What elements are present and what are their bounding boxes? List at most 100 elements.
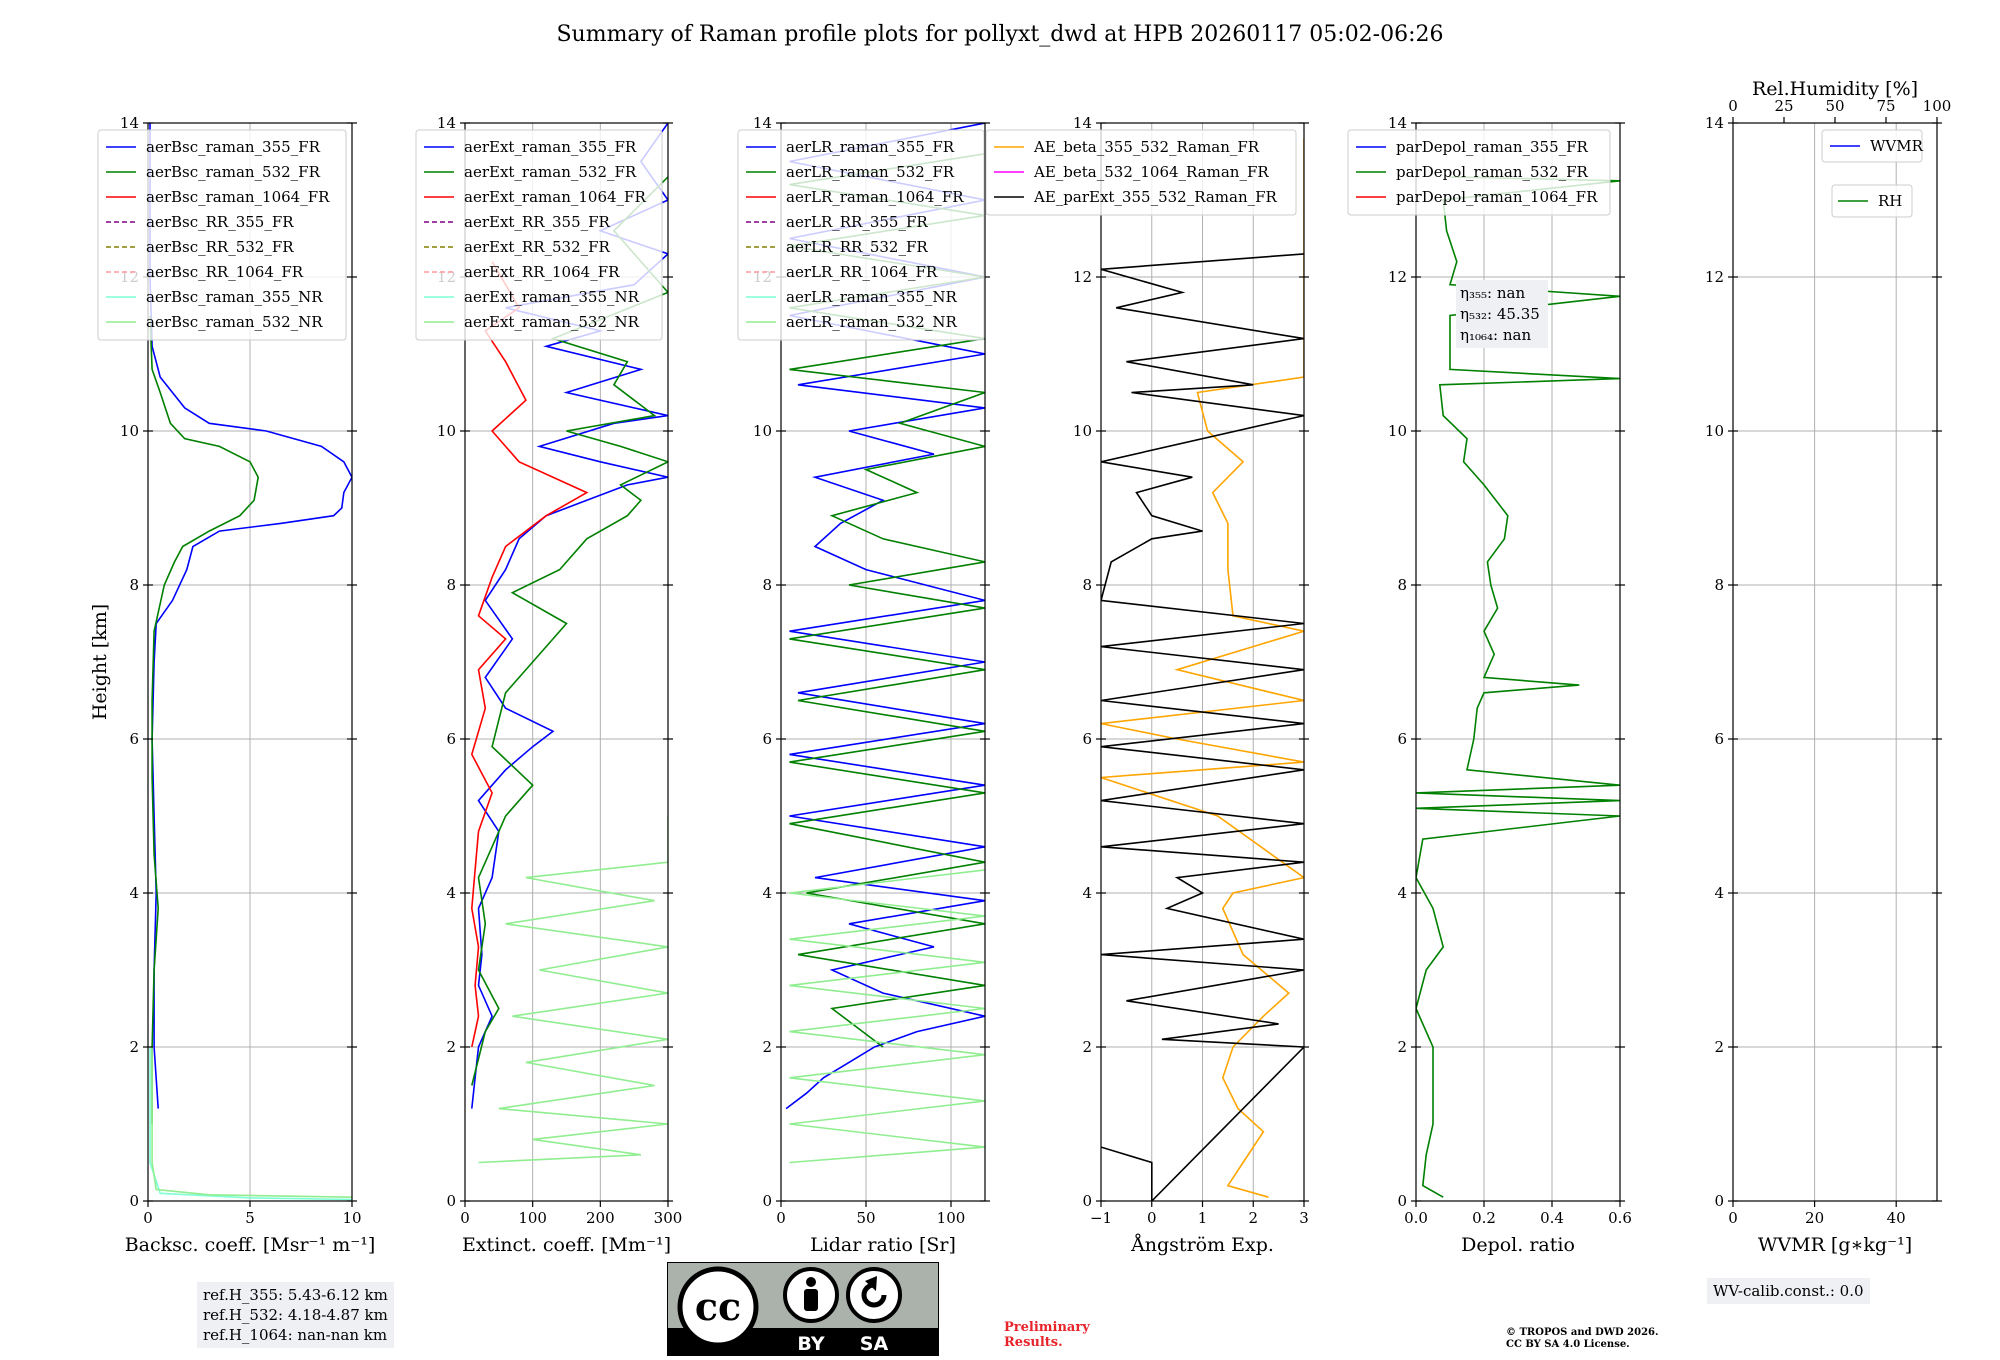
y-tick-label: 2 bbox=[1397, 1038, 1407, 1056]
legend-label: parDepol_raman_1064_FR bbox=[1396, 188, 1598, 206]
refh-532-text: ref.H_532: 4.18-4.87 km bbox=[203, 1306, 388, 1324]
y-tick-label: 14 bbox=[753, 114, 772, 132]
y-tick-label: 10 bbox=[1073, 422, 1092, 440]
y-tick-label: 6 bbox=[1714, 730, 1724, 748]
x-tick-label: 0 bbox=[460, 1209, 470, 1227]
y-tick-label: 8 bbox=[1082, 576, 1092, 594]
y-axis-label: Height [km] bbox=[89, 604, 111, 720]
cc-text: cc bbox=[695, 1284, 741, 1329]
y-tick-label: 10 bbox=[753, 422, 772, 440]
top-x-tick-label: 0 bbox=[1728, 97, 1738, 115]
legend-label: aerLR_RR_1064_FR bbox=[786, 263, 938, 281]
legend-label: aerLR_raman_532_FR bbox=[786, 163, 955, 181]
y-tick-label: 8 bbox=[1714, 576, 1724, 594]
legend-box bbox=[985, 129, 1297, 216]
copyright-line-1: © TROPOS and DWD 2026. bbox=[1506, 1327, 1659, 1338]
copyright-note: © TROPOS and DWD 2026. CC BY SA 4.0 Lice… bbox=[1506, 1327, 1658, 1351]
legend-label: AE_beta_355_532_Raman_FR bbox=[1033, 138, 1260, 156]
legend-label: parDepol_raman_532_FR bbox=[1396, 163, 1589, 181]
y-tick-label: 0 bbox=[1397, 1192, 1407, 1210]
copyright-line-2: CC BY SA 4.0 License. bbox=[1506, 1339, 1630, 1350]
legend-depolarization: parDepol_raman_355_FR parDepol_raman_532_… bbox=[1347, 129, 1611, 216]
series-aerExt_raman_532_NR bbox=[478, 816, 668, 1164]
x-tick-label: 100 bbox=[937, 1209, 966, 1227]
series-aerExt_raman_1064_FR bbox=[470, 261, 589, 1048]
y-tick-label: 10 bbox=[1388, 422, 1407, 440]
by-text: BY bbox=[797, 1333, 824, 1355]
y-tick-label: 0 bbox=[446, 1192, 456, 1210]
x-tick-label: 3 bbox=[1299, 1209, 1309, 1227]
y-tick-label: 10 bbox=[120, 422, 139, 440]
legend-label: aerBsc_raman_1064_FR bbox=[146, 188, 330, 206]
preliminary-line-2: Results. bbox=[1004, 1335, 1063, 1350]
y-tick-label: 2 bbox=[1082, 1038, 1092, 1056]
x-tick-label: 0.4 bbox=[1540, 1209, 1564, 1227]
y-tick-label: 12 bbox=[1705, 268, 1724, 286]
x-tick-label: 200 bbox=[586, 1209, 615, 1227]
panel-backscatter: 024681012140510Backsc. coeff. [Msr⁻¹ m⁻¹… bbox=[89, 114, 375, 1256]
preliminary-note: Preliminary Results. bbox=[1004, 1320, 1090, 1350]
legend-label: aerBsc_RR_1064_FR bbox=[146, 263, 304, 281]
y-tick-label: 14 bbox=[1705, 114, 1724, 132]
legend-label: aerExt_raman_355_NR bbox=[464, 288, 640, 306]
top-x-axis-label: Rel.Humidity [%] bbox=[1752, 78, 1918, 100]
series-aerBsc_raman_532_FR bbox=[149, 315, 260, 1124]
legend-label: aerLR_raman_355_FR bbox=[786, 138, 955, 156]
legend-label: RH bbox=[1878, 192, 1902, 210]
y-tick-label: 6 bbox=[1397, 730, 1407, 748]
x-tick-label: 100 bbox=[518, 1209, 547, 1227]
legend-label: aerExt_RR_1064_FR bbox=[464, 263, 620, 281]
y-tick-label: 8 bbox=[446, 576, 456, 594]
figure-title: Summary of Raman profile plots for polly… bbox=[556, 22, 1444, 47]
panel-extinction: 024681012140100200300Extinct. coeff. [Mm… bbox=[415, 114, 682, 1256]
x-tick-label: 0 bbox=[143, 1209, 153, 1227]
x-tick-label: 0.0 bbox=[1404, 1209, 1428, 1227]
legend-box bbox=[415, 129, 663, 341]
x-axis-label: Extinct. coeff. [Mm⁻¹] bbox=[462, 1234, 671, 1256]
legend-box bbox=[737, 129, 985, 341]
legend-angstrom: AE_beta_355_532_Raman_FR AE_beta_532_1064… bbox=[985, 129, 1297, 216]
x-tick-label: 5 bbox=[245, 1209, 255, 1227]
series-aerExt_raman_532_FR bbox=[471, 176, 668, 1086]
series-parDepol_raman_532_FR bbox=[1416, 176, 1620, 1198]
series-group bbox=[1101, 138, 1304, 1201]
y-tick-label: 4 bbox=[129, 884, 139, 902]
y-tick-label: 12 bbox=[1388, 268, 1407, 286]
legend-wvmr: WVMR bbox=[1821, 129, 1924, 163]
legend-label: AE_beta_532_1064_Raman_FR bbox=[1033, 163, 1269, 181]
x-tick-label: 10 bbox=[342, 1209, 361, 1227]
y-tick-label: 4 bbox=[762, 884, 772, 902]
eta-label: η₅₃₂: 45.35 bbox=[1460, 305, 1540, 323]
x-tick-label: 0 bbox=[1728, 1209, 1738, 1227]
refh-1064-text: ref.H_1064: nan-nan km bbox=[203, 1326, 388, 1344]
top-x-tick-label: 50 bbox=[1825, 97, 1844, 115]
y-tick-label: 4 bbox=[1082, 884, 1092, 902]
panel-lidar_ratio: 02468101214050100Lidar ratio [Sr]aerLR_r… bbox=[737, 114, 990, 1256]
x-tick-label: 1 bbox=[1198, 1209, 1208, 1227]
axes-frame bbox=[780, 122, 986, 1202]
legend-label: aerBsc_raman_532_NR bbox=[146, 313, 323, 331]
x-tick-label: 0 bbox=[1147, 1209, 1157, 1227]
x-axis-label: WVMR [g∗kg⁻¹] bbox=[1758, 1234, 1912, 1256]
legend-backscatter: aerBsc_raman_355_FR aerBsc_raman_532_FRae… bbox=[97, 129, 347, 341]
y-tick-label: 2 bbox=[762, 1038, 772, 1056]
y-tick-label: 8 bbox=[129, 576, 139, 594]
y-tick-label: 4 bbox=[1714, 884, 1724, 902]
legend-label: aerExt_raman_355_FR bbox=[464, 138, 637, 156]
eta-label: η₁₀₆₄: nan bbox=[1460, 326, 1531, 344]
axes-frame bbox=[1415, 122, 1621, 1202]
legend-label: aerLR_RR_355_FR bbox=[786, 213, 928, 231]
wv-calib-box: WV-calib.const.: 0.0 bbox=[1707, 1278, 1870, 1304]
legend-label: aerExt_raman_532_FR bbox=[464, 163, 637, 181]
legend-box bbox=[1347, 129, 1611, 216]
reference-height-box: ref.H_355: 5.43-6.12 km ref.H_532: 4.18-… bbox=[197, 1282, 394, 1348]
preliminary-line-1: Preliminary bbox=[1004, 1320, 1090, 1335]
y-tick-label: 8 bbox=[1397, 576, 1407, 594]
y-tick-label: 0 bbox=[129, 1192, 139, 1210]
x-tick-label: 0 bbox=[776, 1209, 786, 1227]
legend-lidar_ratio: aerLR_raman_355_FR aerLR_raman_532_FR aerL… bbox=[737, 129, 985, 341]
legend-label: aerLR_RR_532_FR bbox=[786, 238, 928, 256]
x-tick-label: 40 bbox=[1887, 1209, 1906, 1227]
x-axis-label: Depol. ratio bbox=[1461, 1234, 1575, 1256]
